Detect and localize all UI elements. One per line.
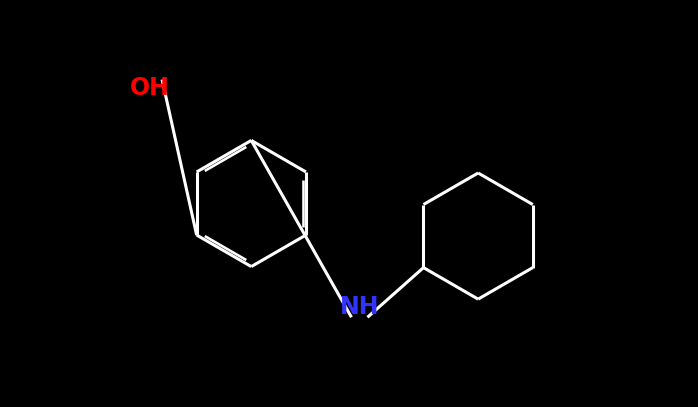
- Text: NH: NH: [340, 295, 379, 319]
- Text: OH: OH: [130, 76, 170, 99]
